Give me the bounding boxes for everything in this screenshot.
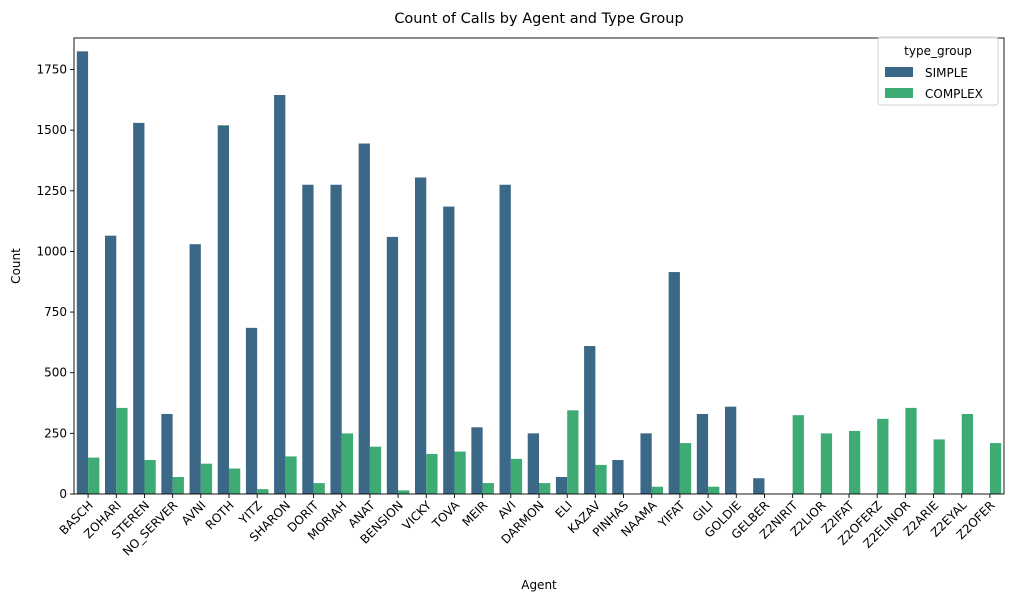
y-tick-label: 250	[44, 426, 67, 440]
x-tick-label: MEIR	[459, 498, 490, 529]
bar-complex-z2nirit	[792, 415, 804, 494]
x-tick-label: VICKY	[399, 498, 434, 533]
y-axis: 0 250 500 750 1000 1250 1500 1750	[36, 63, 74, 501]
bar-simple-pinhas	[612, 460, 624, 494]
bar-complex-eli	[567, 410, 579, 494]
plot-frame	[73, 37, 1005, 495]
bar-complex-yifat	[679, 443, 692, 494]
y-tick-label: 1250	[36, 184, 67, 198]
bar-simple-moriah	[330, 184, 342, 494]
x-tick-label: ROTH	[203, 498, 237, 532]
bars-group	[76, 51, 1002, 495]
bar-complex-moriah	[341, 433, 353, 494]
bar-complex-naama	[651, 486, 663, 494]
bar-complex-no_server	[172, 477, 184, 494]
bar-complex-z2ofer	[989, 443, 1002, 494]
bar-simple-kazav	[584, 346, 596, 494]
bar-simple-vicky	[415, 177, 427, 494]
bar-simple-meir	[471, 427, 483, 494]
y-tick-label: 0	[59, 487, 67, 501]
bar-complex-avi	[510, 458, 523, 494]
bar-complex-tova	[454, 451, 466, 494]
bar-simple-sharon	[274, 95, 286, 494]
bar-complex-sharon	[285, 456, 297, 494]
bar-simple-tova	[443, 206, 455, 494]
y-tick-label: 1500	[36, 123, 67, 137]
bar-simple-avi	[499, 184, 511, 494]
bar-complex-z2oferz	[877, 418, 889, 494]
bar-simple-bension	[386, 236, 399, 494]
chart-title: Count of Calls by Agent and Type Group	[394, 11, 683, 27]
bar-complex-gili	[708, 486, 720, 494]
bar-complex-basch	[88, 457, 100, 494]
y-tick-label: 1750	[36, 63, 67, 77]
bar-complex-z2lior	[820, 433, 833, 494]
bar-complex-z2elinor	[905, 407, 917, 494]
bar-complex-vicky	[426, 453, 438, 494]
bar-simple-dorit	[302, 184, 314, 494]
bar-simple-avni	[189, 244, 201, 494]
legend-swatch-complex	[885, 88, 913, 98]
bar-simple-gili	[696, 413, 709, 494]
bar-simple-roth	[217, 125, 229, 494]
bar-complex-dorit	[313, 483, 325, 494]
bar-simple-anat	[358, 143, 370, 495]
x-tick-label: TOVA	[429, 498, 463, 532]
bar-complex-z2eyal	[961, 413, 973, 494]
bar-simple-basch	[76, 51, 89, 495]
y-tick-label: 500	[44, 366, 67, 380]
bar-simple-steren	[133, 122, 145, 494]
legend-swatch-simple	[885, 67, 913, 77]
x-tick-label: ELI	[552, 498, 574, 520]
bar-simple-darmon	[527, 433, 539, 494]
bar-complex-meir	[482, 483, 494, 494]
bar-complex-anat	[369, 446, 382, 494]
bar-complex-darmon	[539, 483, 551, 494]
bar-complex-bension	[398, 490, 410, 494]
legend-label-complex: COMPLEX	[925, 87, 983, 101]
bar-simple-zohari	[105, 235, 117, 494]
bar-simple-gelber	[753, 478, 765, 494]
x-tick-label: AVI	[495, 498, 518, 521]
bar-simple-yitz	[245, 327, 258, 494]
x-tick-label: YIFAT	[655, 498, 688, 531]
bar-simple-eli	[555, 477, 568, 494]
bar-simple-naama	[640, 433, 652, 494]
bar-simple-yifat	[668, 272, 680, 494]
legend: type_group SIMPLE COMPLEX	[877, 36, 999, 106]
bar-complex-z2arie	[933, 439, 945, 494]
bar-complex-zohari	[116, 407, 128, 494]
bar-complex-avni	[200, 463, 213, 494]
bar-complex-z2ifat	[849, 430, 861, 494]
bar-complex-yitz	[257, 489, 269, 494]
bar-complex-roth	[229, 468, 241, 494]
bar-simple-no_server	[161, 413, 173, 494]
legend-title: type_group	[904, 44, 972, 58]
x-axis-title: Agent	[521, 578, 557, 592]
bar-simple-goldie	[725, 406, 737, 494]
bar-complex-steren	[144, 460, 156, 494]
y-tick-label: 750	[44, 305, 67, 319]
legend-label-simple: SIMPLE	[925, 66, 968, 80]
y-tick-label: 1000	[36, 244, 67, 258]
y-axis-title: Count	[9, 248, 23, 284]
bar-complex-kazav	[595, 464, 607, 494]
